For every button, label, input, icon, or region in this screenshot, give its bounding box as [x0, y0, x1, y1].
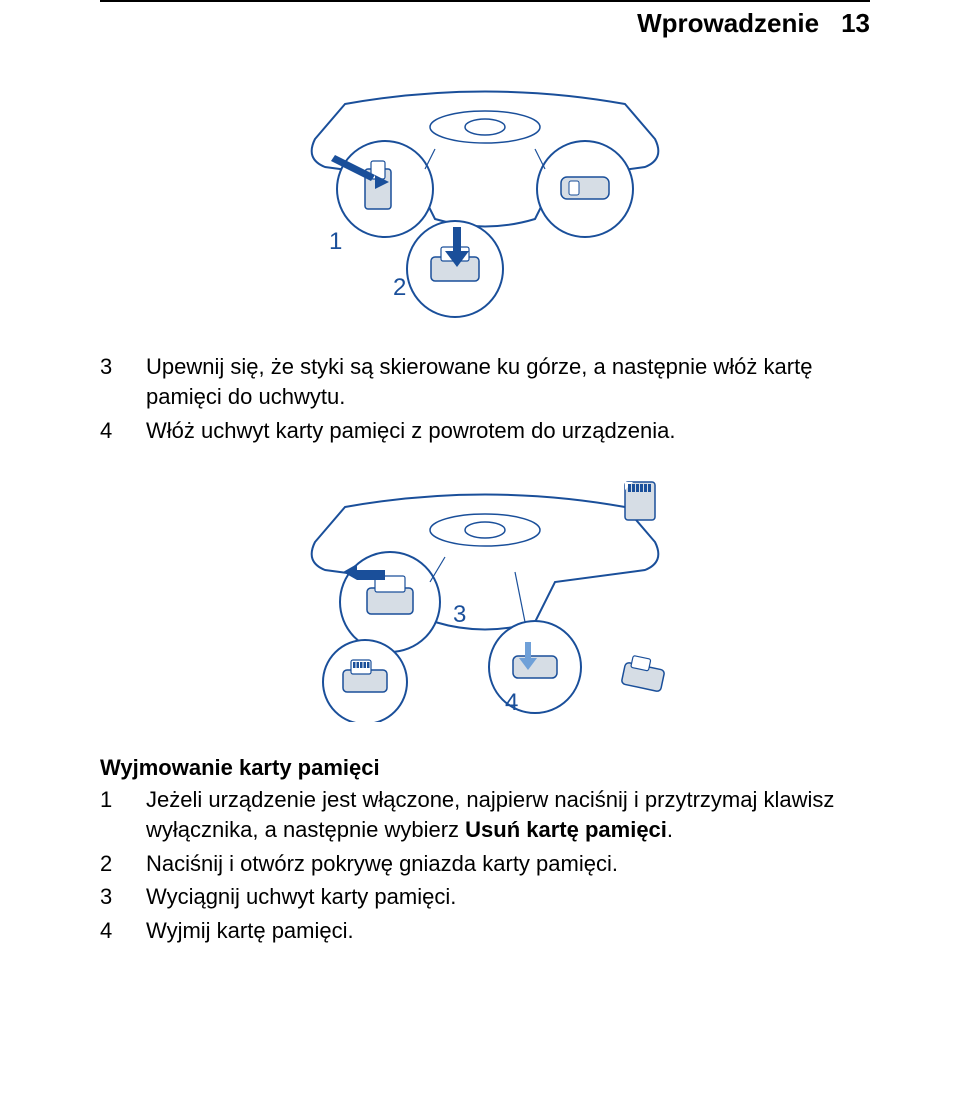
step-text-post: . [667, 817, 673, 842]
step-text: Naciśnij i otwórz pokrywę gniazda karty … [146, 849, 870, 879]
step-text: Wyjmij kartę pamięci. [146, 916, 870, 946]
diagram-top: 12 [225, 69, 745, 324]
steps-group-a: 3 Upewnij się, że styki są skierowane ku … [100, 352, 870, 446]
step-number: 4 [100, 416, 124, 446]
svg-text:2: 2 [393, 274, 406, 301]
instruction-diagram: 34 [225, 472, 745, 722]
header-page-number: 13 [841, 8, 870, 39]
svg-text:3: 3 [453, 601, 466, 628]
steps-group-b: 1 Jeżeli urządzenie jest włączone, najpie… [100, 785, 870, 946]
diagram-bottom: 34 [225, 472, 745, 727]
step-item: 1 Jeżeli urządzenie jest włączone, najpie… [100, 785, 870, 846]
step-number: 3 [100, 352, 124, 413]
step-item: 3 Upewnij się, że styki są skierowane ku … [100, 352, 870, 413]
step-item: 4 Włóż uchwyt karty pamięci z powrotem do… [100, 416, 870, 446]
step-number: 4 [100, 916, 124, 946]
step-text: Włóż uchwyt karty pamięci z powrotem do … [146, 416, 870, 446]
step-text: Jeżeli urządzenie jest włączone, najpier… [146, 785, 870, 846]
step-number: 1 [100, 785, 124, 846]
svg-text:1: 1 [329, 228, 342, 255]
step-item: 4 Wyjmij kartę pamięci. [100, 916, 870, 946]
step-item: 3 Wyciągnij uchwyt karty pamięci. [100, 882, 870, 912]
step-text-bold: Usuń kartę pamięci [465, 817, 667, 842]
step-text: Wyciągnij uchwyt karty pamięci. [146, 882, 870, 912]
step-number: 2 [100, 849, 124, 879]
step-item: 2 Naciśnij i otwórz pokrywę gniazda karty… [100, 849, 870, 879]
header-rule [100, 0, 870, 2]
instruction-diagram: 12 [225, 69, 745, 319]
header-title: Wprowadzenie [637, 8, 819, 39]
page: Wprowadzenie 13 12 3Upewnij się, że styk… [0, 0, 960, 1012]
svg-text:4: 4 [505, 689, 518, 716]
step-number: 3 [100, 882, 124, 912]
header-row: Wprowadzenie 13 [100, 8, 870, 39]
section-heading: Wyjmowanie karty pamięci [100, 755, 870, 781]
step-text: Upewnij się, że styki są skierowane ku g… [146, 352, 870, 413]
